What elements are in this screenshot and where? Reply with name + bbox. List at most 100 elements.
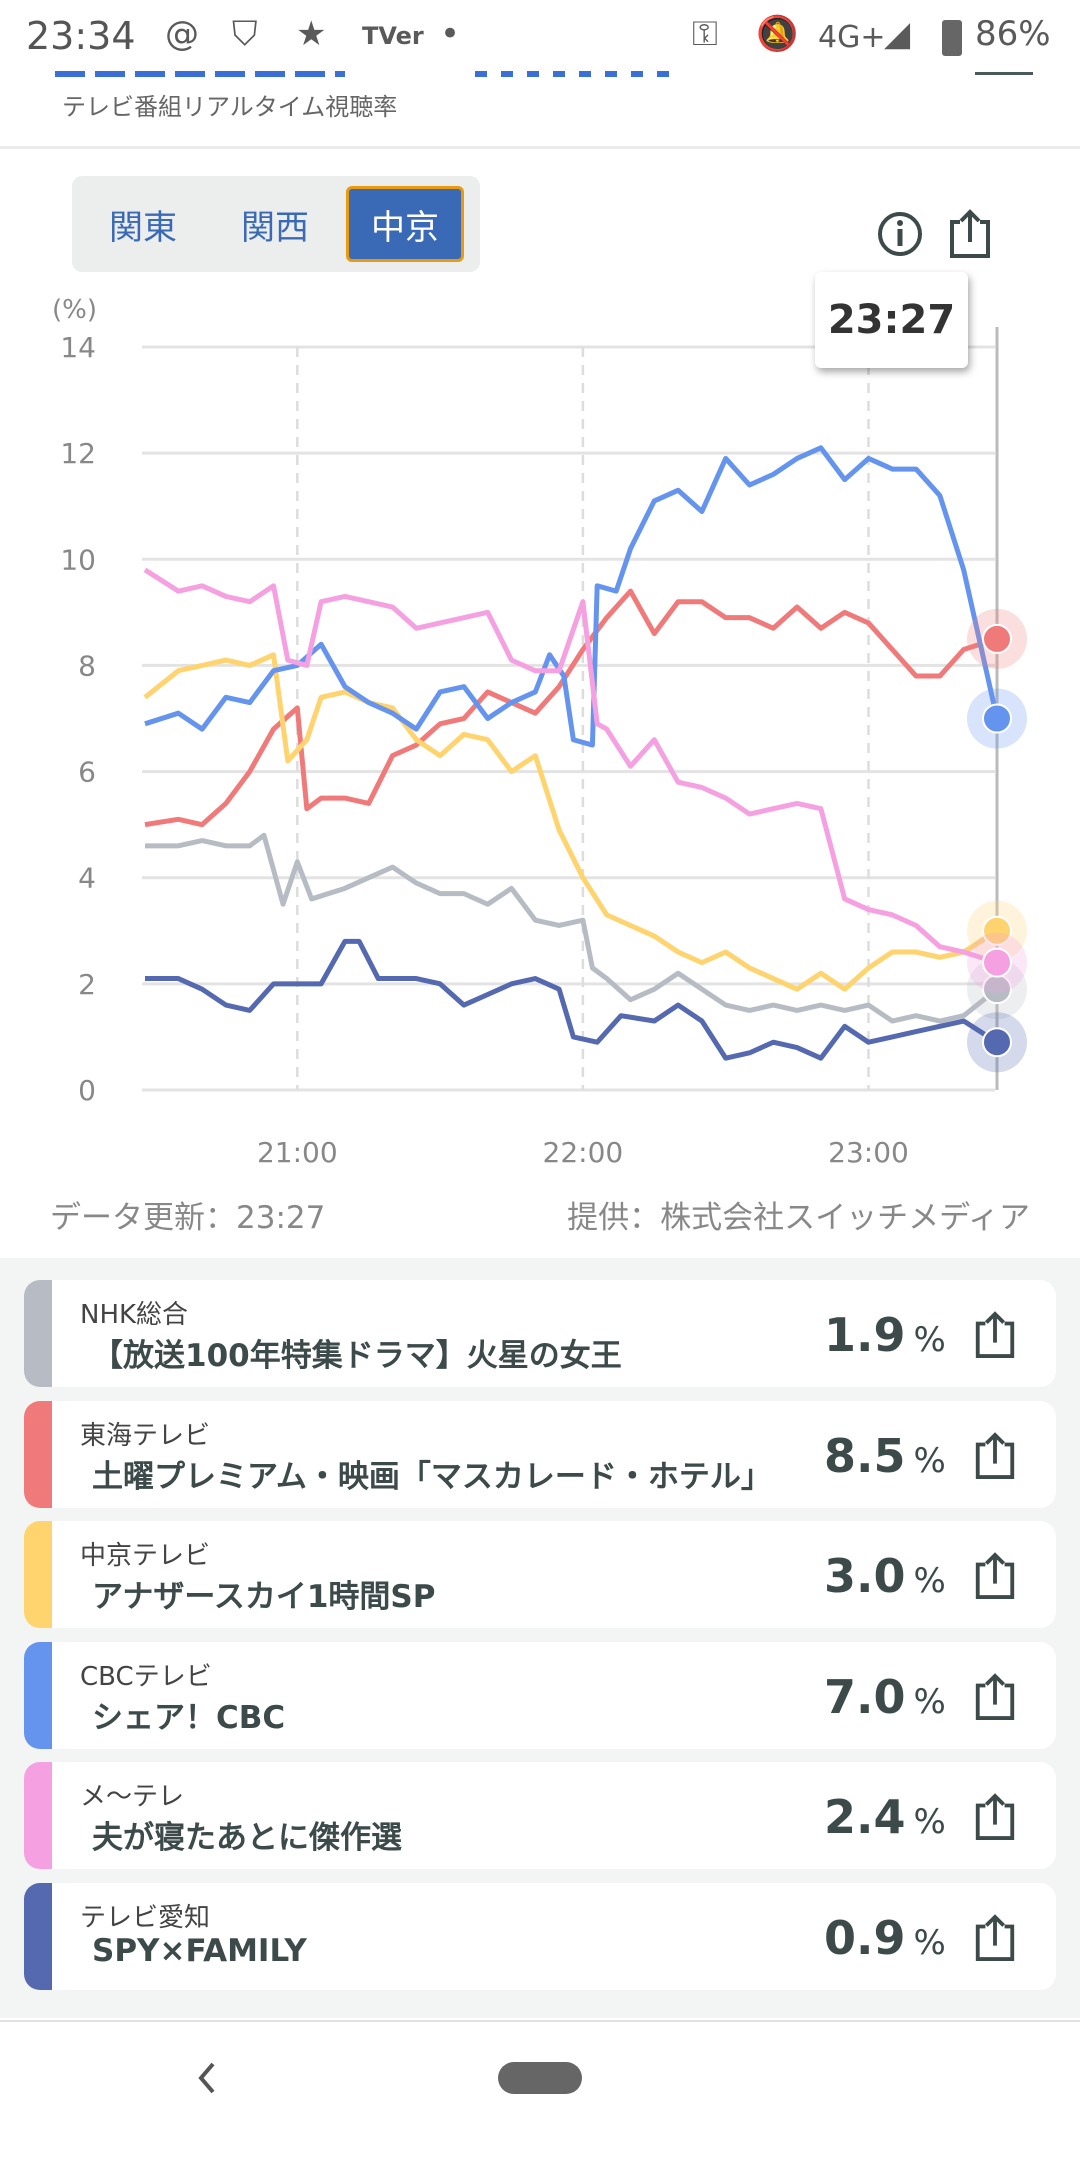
rating-unit: %	[913, 1440, 946, 1481]
tver-icon: TVer	[362, 22, 424, 50]
channel-name: テレビ愛知	[80, 1903, 211, 1933]
series-line-6	[145, 938, 999, 1061]
rating-value: 3.0%	[824, 1549, 946, 1603]
site-subtitle: テレビ番組リアルタイム視聴率	[62, 93, 398, 121]
rating-unit: %	[913, 1802, 946, 1843]
series-line-1	[145, 832, 999, 1024]
y-tick-label: 12	[60, 437, 96, 470]
dot-icon: •	[440, 14, 461, 54]
program-title: 【放送100年特集ドラマ】火星の女王	[92, 1338, 622, 1374]
series-end-marker	[982, 915, 1012, 946]
info-icon[interactable]	[876, 208, 924, 260]
channel-card[interactable]: 中京テレビ アナザースカイ1時間SP 3.0%	[24, 1521, 1056, 1629]
share-icon[interactable]	[946, 208, 994, 260]
channel-color-stripe	[24, 1883, 52, 1990]
data-updated: データ更新：23:27	[50, 1200, 326, 1236]
y-tick-label: 2	[78, 968, 96, 1001]
program-title: 夫が寝たあとに傑作選	[92, 1820, 402, 1857]
rating-unit: %	[913, 1681, 946, 1722]
back-icon[interactable]	[193, 2060, 221, 2096]
rating-number: 1.9	[824, 1308, 906, 1362]
share-icon[interactable]	[972, 1431, 1018, 1481]
data-provider: 提供：株式会社スイッチメディア	[567, 1200, 1030, 1236]
tab-chukyo[interactable]: 中京	[346, 186, 464, 262]
status-time: 23:34	[26, 14, 136, 58]
x-tick-label: 21:00	[257, 1136, 338, 1169]
signal-icon: ◢	[884, 14, 911, 54]
program-title: 土曜プレミアム・映画「マスカレード・ホテル」	[92, 1458, 772, 1495]
series-end-marker	[982, 623, 1012, 654]
program-title: アナザースカイ1時間SP	[92, 1579, 436, 1616]
rating-value: 0.9%	[824, 1911, 946, 1965]
rating-value: 8.5%	[824, 1429, 946, 1483]
network-type: 4G+	[818, 20, 886, 55]
battery-icon	[942, 20, 962, 56]
rating-number: 0.9	[824, 1911, 906, 1965]
bell-off-icon: 🔕	[756, 14, 799, 54]
time-tooltip: 23:27	[815, 272, 968, 368]
y-axis-unit: (%)	[52, 295, 97, 325]
rating-number: 7.0	[824, 1669, 906, 1724]
channel-color-stripe	[24, 1762, 52, 1870]
x-tick-label: 23:00	[828, 1136, 909, 1169]
share-icon[interactable]	[972, 1672, 1018, 1722]
share-icon[interactable]	[972, 1551, 1018, 1601]
channel-card[interactable]: CBCテレビ シェア！CBC 7.0%	[24, 1641, 1056, 1749]
rating-unit: %	[913, 1320, 946, 1360]
rating-value: 7.0%	[824, 1670, 946, 1724]
channel-color-stripe	[24, 1280, 52, 1387]
y-tick-label: 4	[78, 862, 96, 895]
shield-check-icon: ⛉	[232, 14, 258, 54]
channel-card[interactable]: メ〜テレ 夫が寝たあとに傑作選 2.4%	[24, 1762, 1056, 1870]
y-tick-label: 6	[78, 756, 96, 789]
x-tick-label: 22:00	[543, 1136, 624, 1169]
rating-value: 2.4%	[824, 1790, 946, 1844]
site-header: テレビ番組リアルタイム視聴率	[0, 71, 1080, 149]
share-icon[interactable]	[972, 1913, 1018, 1963]
series-line-4	[144, 445, 1000, 748]
battery-percent: 86%	[975, 14, 1051, 54]
channel-name: NHK総合	[80, 1300, 189, 1330]
channel-name: 東海テレビ	[80, 1420, 211, 1451]
ratings-chart[interactable]: (%) 0 2 4 6 8 10 12 14 21:00 22:00 23:00	[0, 280, 1080, 1200]
rating-number: 3.0	[824, 1549, 906, 1604]
logo-sub	[475, 71, 675, 77]
y-tick-label: 10	[60, 543, 96, 576]
threads-icon: @	[165, 14, 199, 54]
site-logo[interactable]	[55, 71, 345, 77]
channel-color-stripe	[24, 1521, 52, 1629]
program-title: シェア！CBC	[92, 1699, 286, 1736]
channel-name: 中京テレビ	[80, 1541, 211, 1572]
channel-card[interactable]: 東海テレビ 土曜プレミアム・映画「マスカレード・ホテル」 8.5%	[24, 1400, 1056, 1508]
tab-kansai[interactable]: 関西	[241, 207, 309, 248]
channel-card[interactable]: NHK総合 【放送100年特集ドラマ】火星の女王 1.9%	[24, 1280, 1056, 1387]
channel-card[interactable]: テレビ愛知 SPY×FAMILY 0.9%	[24, 1883, 1056, 1990]
tab-kanto[interactable]: 関東	[109, 207, 177, 248]
y-tick-label: 0	[78, 1074, 96, 1107]
share-icon[interactable]	[972, 1792, 1018, 1842]
channel-name: CBCテレビ	[80, 1661, 212, 1692]
rating-number: 2.4	[824, 1790, 906, 1845]
series-line-2	[144, 588, 998, 828]
y-tick-label: 8	[78, 649, 96, 682]
star-icon: ★	[296, 14, 327, 54]
rating-unit: %	[913, 1561, 946, 1602]
channel-list: NHK総合 【放送100年特集ドラマ】火星の女王 1.9% 東海テレビ 土曜プレ…	[0, 1258, 1080, 2018]
menu-icon[interactable]	[975, 72, 1033, 75]
y-tick-label: 14	[60, 331, 96, 364]
series-end-marker	[982, 703, 1012, 734]
series-line-5	[143, 567, 998, 966]
channel-color-stripe	[24, 1400, 52, 1508]
rating-number: 8.5	[824, 1428, 906, 1483]
share-icon[interactable]	[972, 1310, 1018, 1360]
series-line-3	[143, 652, 999, 992]
series-end-marker	[982, 1027, 1012, 1058]
key-icon: ⚿	[692, 14, 718, 54]
channel-color-stripe	[24, 1641, 52, 1749]
navigation-bar	[0, 2020, 1080, 2160]
rating-value: 1.9%	[824, 1308, 946, 1362]
series-end-marker	[982, 947, 1012, 978]
channel-name: メ〜テレ	[80, 1782, 185, 1813]
home-pill[interactable]	[498, 2062, 582, 2094]
rating-unit: %	[913, 1923, 946, 1963]
